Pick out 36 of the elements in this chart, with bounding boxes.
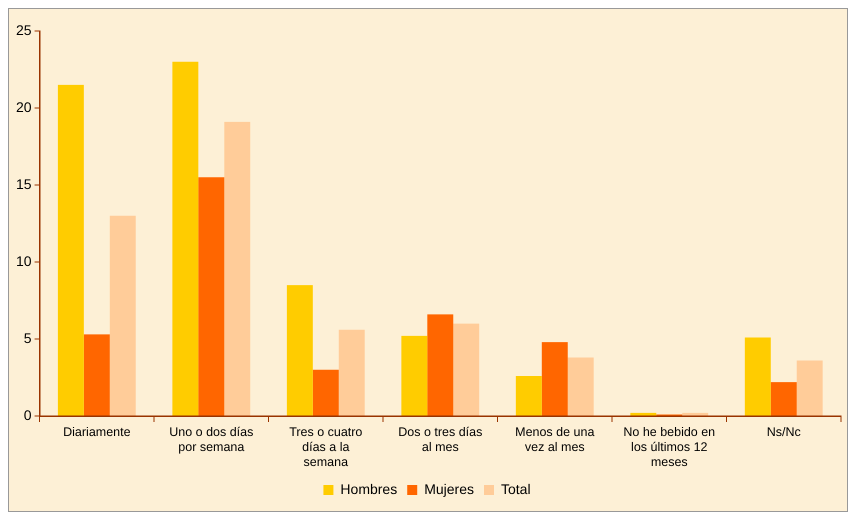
- y-tick-label: 5: [24, 330, 32, 346]
- bar: [198, 177, 224, 416]
- bar: [796, 360, 823, 416]
- bar: [401, 336, 428, 416]
- bar: [84, 334, 110, 416]
- bar: [682, 412, 708, 416]
- x-tick-label: No he bebido en los últimos 12 meses: [623, 424, 716, 469]
- y-tick-label: 0: [24, 406, 32, 423]
- bar: [516, 376, 542, 416]
- x-tick-label: Tres o cuatro días a la semana: [289, 424, 362, 469]
- bar: [568, 357, 594, 416]
- legend-label: Hombres: [340, 480, 398, 497]
- y-tick-label: 15: [16, 176, 32, 192]
- bar: [286, 285, 313, 416]
- x-tick-label: Diariamente: [63, 424, 131, 439]
- bar: [770, 382, 797, 416]
- bar: [744, 337, 771, 416]
- legend-label: Mujeres: [424, 480, 474, 497]
- x-tick-label: Ns/Nc: [766, 424, 801, 439]
- legend-label: Total: [501, 480, 531, 497]
- bar: [453, 324, 480, 416]
- x-tick-label: Uno o dos días por semana: [169, 424, 254, 454]
- x-tick-label: Dos o tres días al mes: [398, 424, 482, 454]
- bar: [172, 62, 198, 416]
- bar: [338, 330, 365, 416]
- bar: [427, 314, 454, 416]
- y-tick-label: 25: [16, 22, 32, 38]
- bar: [630, 412, 656, 416]
- bar: [110, 216, 136, 416]
- bar: [312, 370, 339, 416]
- y-tick-label: 10: [16, 252, 32, 269]
- bar: [224, 122, 250, 416]
- bar: [58, 84, 84, 416]
- y-tick-label: 20: [16, 98, 32, 115]
- x-tick-label: Menos de una vez al mes: [515, 424, 594, 454]
- bar: [542, 342, 568, 416]
